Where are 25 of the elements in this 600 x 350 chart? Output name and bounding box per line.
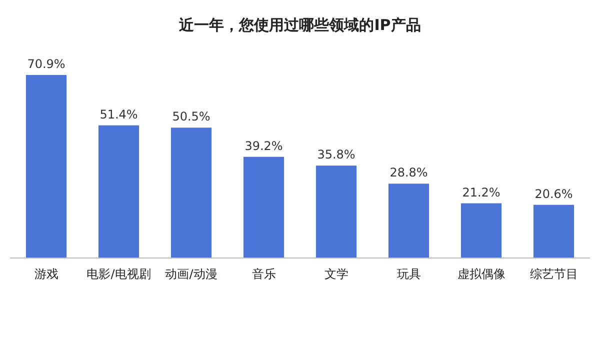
bar [170, 128, 212, 258]
data-label: 20.6% [534, 186, 573, 201]
x-tick-label: 电影/电视剧 [86, 267, 151, 281]
bar [98, 125, 140, 258]
x-tick-label: 游戏 [34, 267, 58, 281]
chart-title: 近一年，您使用过哪些领域的IP产品 [178, 16, 421, 34]
x-tick-label: 文学 [324, 267, 348, 281]
data-label: 39.2% [244, 138, 283, 153]
bar [533, 204, 574, 258]
bar [316, 166, 357, 258]
x-tick-label: 虚拟偶像 [457, 267, 506, 281]
data-label: 70.9% [27, 57, 66, 71]
data-label: 35.8% [317, 148, 356, 162]
data-label: 50.5% [172, 110, 210, 124]
x-tick-label: 玩具 [396, 267, 421, 281]
data-label: 21.2% [462, 185, 500, 200]
data-label: 28.8% [390, 166, 428, 180]
data-label: 51.4% [100, 107, 138, 122]
x-tick-label: 音乐 [252, 267, 276, 281]
x-tick-label: 动画/动漫 [165, 267, 218, 281]
x-tick-label: 综艺节目 [530, 267, 578, 281]
bar [243, 156, 284, 258]
bar [388, 184, 430, 258]
bar [26, 75, 67, 258]
bar [460, 203, 502, 258]
